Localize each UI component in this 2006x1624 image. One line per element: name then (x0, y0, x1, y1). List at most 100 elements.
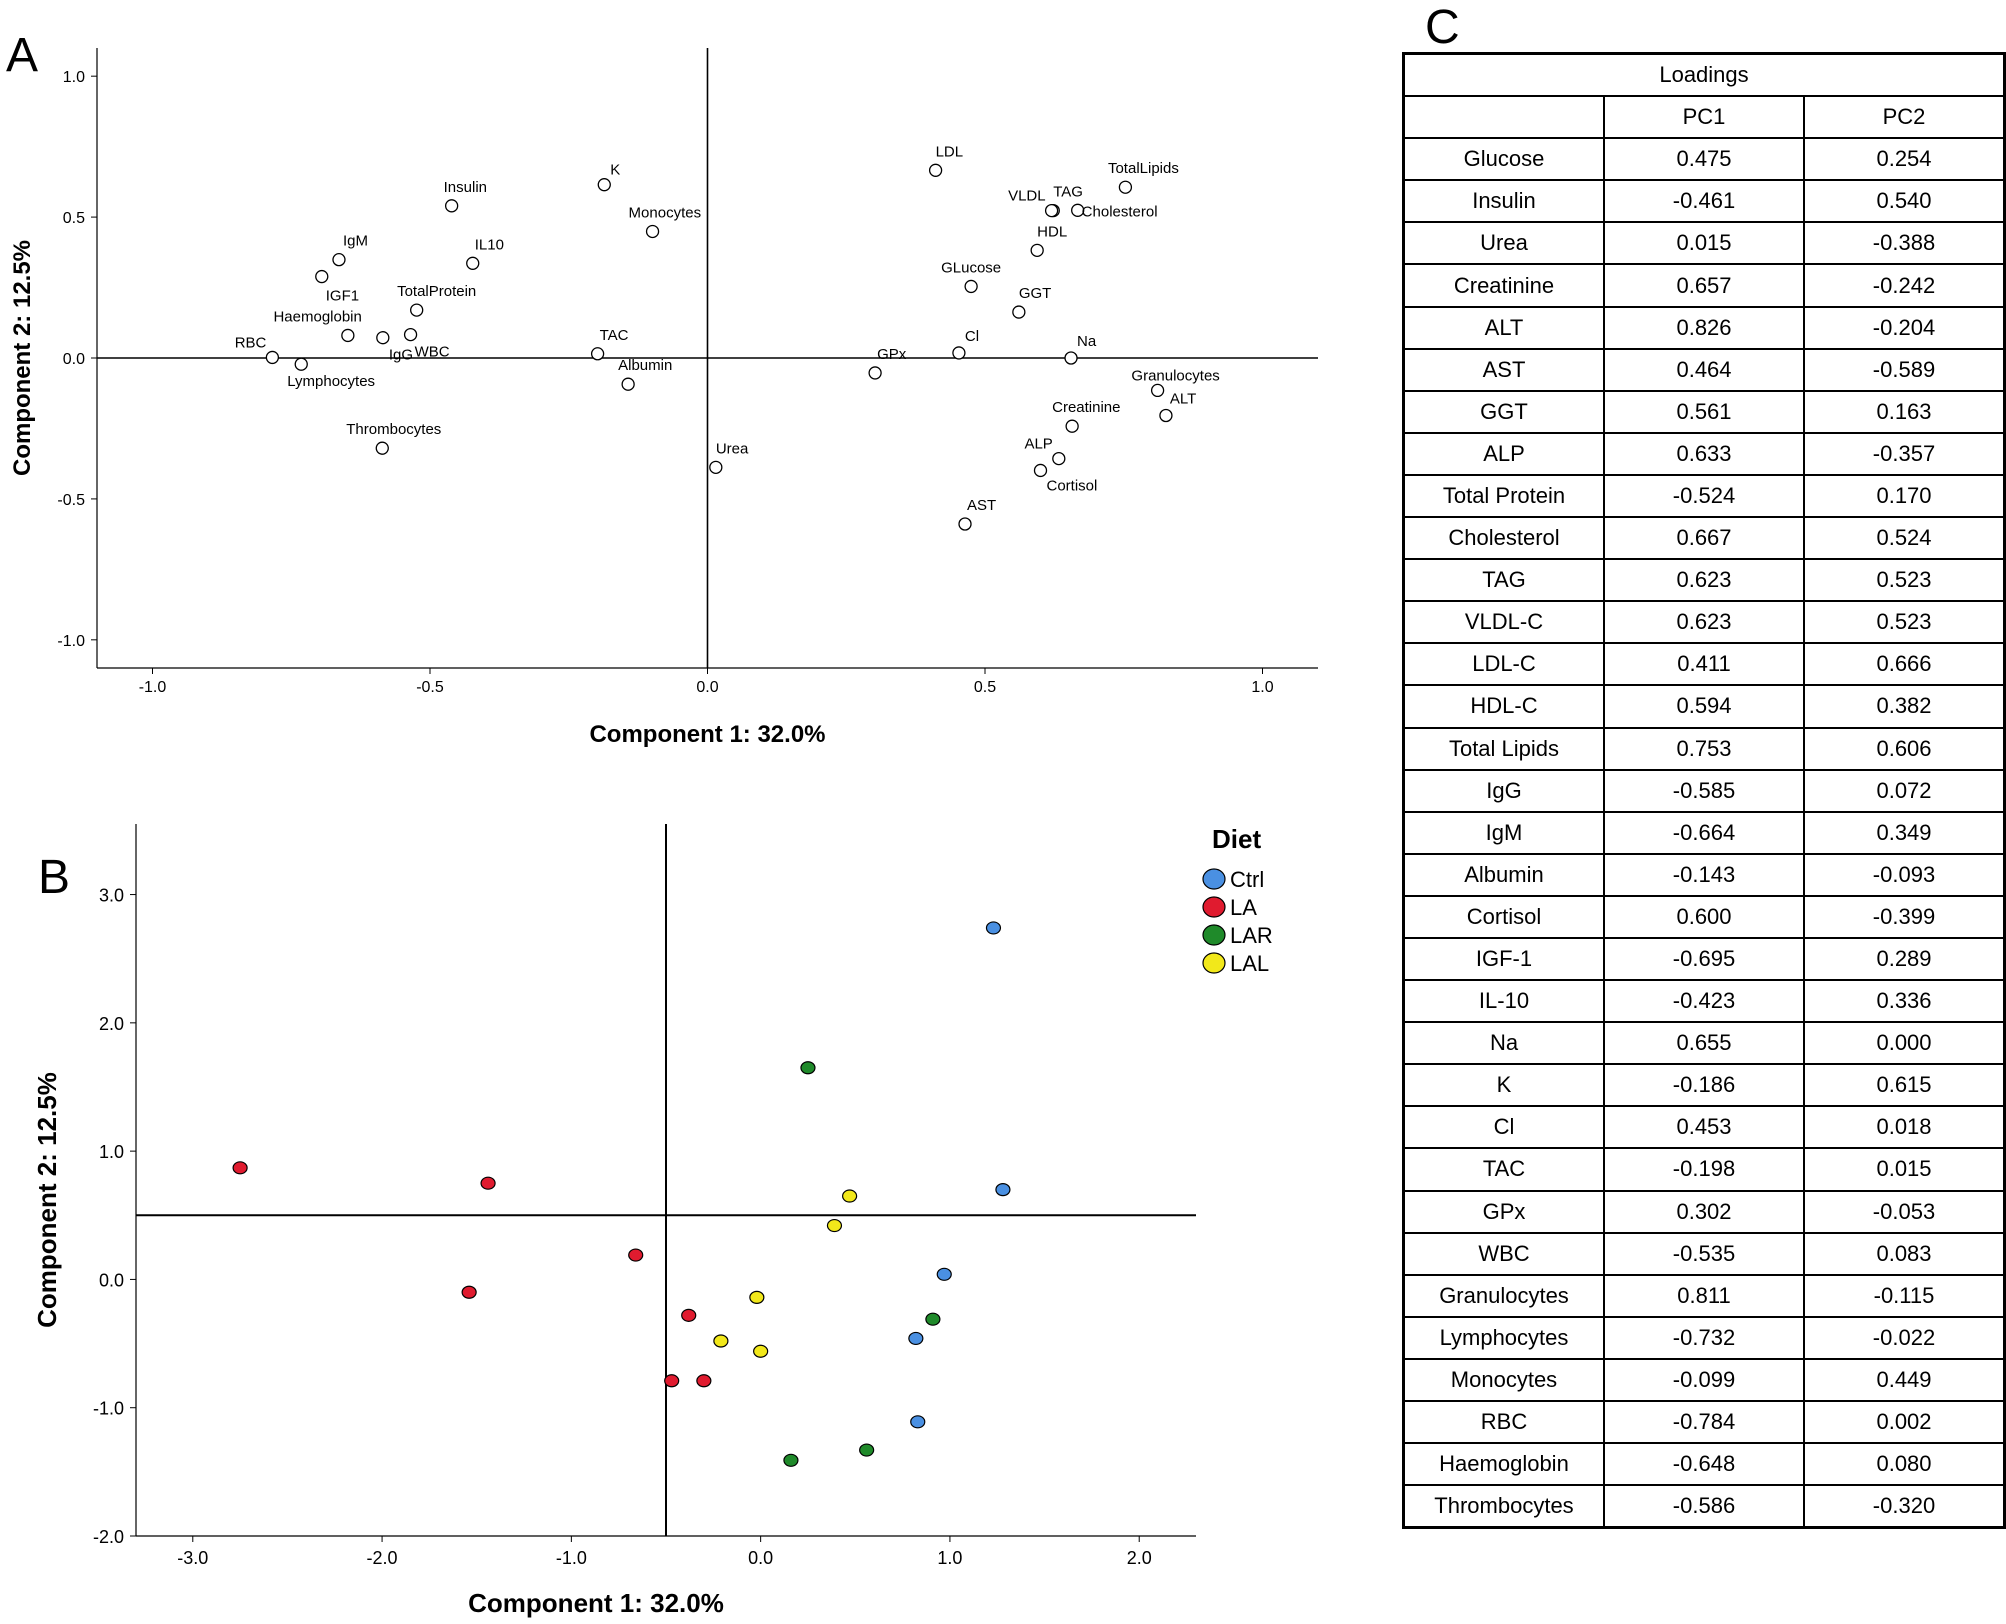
loading-label: RBC (235, 334, 267, 351)
table-cell: 0.600 (1603, 894, 1805, 939)
score-point-ctrl (936, 1267, 952, 1281)
loading-point (1065, 419, 1079, 433)
legend-label: LAL (1230, 951, 1269, 976)
table-row: AST 0.464 -0.589 (1402, 347, 2006, 392)
table-cell: 0.072 (1803, 768, 2006, 813)
table-cell: 0.336 (1803, 979, 2006, 1024)
loading-label: GLucose (941, 259, 1001, 276)
table-row: Albumin -0.143 -0.093 (1402, 852, 2006, 897)
legend-marker-la (1202, 896, 1226, 918)
score-point-ctrl (985, 921, 1002, 935)
table-title-row: Loadings (1402, 52, 2006, 98)
y-tick-label: 2.0 (99, 1014, 124, 1034)
score-point-la (628, 1248, 644, 1262)
table-cell: -0.695 (1603, 936, 1805, 982)
loading-point (597, 178, 611, 192)
table-cell: -0.186 (1603, 1063, 1805, 1108)
y-tick-label: 3.0 (99, 886, 124, 906)
legend-marker-ctrl (1202, 868, 1226, 890)
table-row: Glucose 0.475 0.254 (1402, 137, 2006, 182)
table-cell: 0.826 (1603, 305, 1805, 350)
score-plot: -3.0 -2.0 -1.0 0.0 1.0 2.0 3.0 2.0 1.0 0.0 -1.0 -2.… (32, 824, 1273, 1618)
loading-label: TAG (1053, 184, 1083, 201)
table-cell: 0.623 (1603, 558, 1805, 603)
table-cell: 0.002 (1803, 1399, 2006, 1445)
table-cell: Total Protein (1402, 473, 1605, 519)
table-cell: 0.606 (1803, 726, 2006, 771)
loading-point (294, 357, 308, 371)
score-point-ctrl (910, 1415, 926, 1429)
table-cell: Creatinine (1402, 263, 1605, 308)
legend-marker-lal (1202, 952, 1226, 974)
table-row: ALT 0.826 -0.204 (1402, 305, 2006, 350)
table-row: Granulocytes 0.811 -0.115 (1402, 1273, 2006, 1318)
table-cell: -0.198 (1603, 1147, 1805, 1192)
table-row: Thrombocytes -0.586 -0.320 (1402, 1484, 2006, 1529)
table-cell: Monocytes (1402, 1357, 1605, 1403)
table-cell: 0.623 (1603, 600, 1805, 645)
table-cell: 0.667 (1603, 516, 1805, 561)
score-point-lar (859, 1443, 875, 1457)
loading-point (375, 441, 389, 455)
score-point-la (664, 1374, 680, 1388)
table-cell: Cholesterol (1402, 516, 1605, 561)
loading-plot: -1.0 -0.5 0.0 0.5 1.0 1.0 0.5 0.0 -0.5 -1.0 Compon… (9, 48, 1318, 748)
loading-point (868, 366, 882, 380)
table-cell: Thrombocytes (1402, 1484, 1605, 1529)
loading-point (1052, 451, 1066, 466)
table-cell: TAC (1402, 1147, 1605, 1192)
x-tick-label: 0.0 (696, 679, 718, 696)
table-header-row: PC1 PC2 (1402, 95, 2006, 140)
table-cell: -0.585 (1603, 768, 1805, 813)
panel-label-b: B (38, 851, 71, 904)
loading-label: K (610, 162, 620, 179)
table-cell: 0.594 (1603, 684, 1805, 729)
loading-label: WBC (415, 344, 450, 361)
table-cell: 0.666 (1803, 642, 2006, 687)
table-cell: Urea (1402, 221, 1605, 266)
loading-label: LDL (936, 143, 964, 160)
table-cell: -0.535 (1603, 1231, 1805, 1276)
table-cell: K (1402, 1063, 1605, 1108)
table-cell: IgG (1402, 768, 1605, 813)
loading-point (341, 328, 355, 343)
table-cell: 0.464 (1603, 347, 1805, 392)
table-row: Urea 0.015 -0.388 (1402, 221, 2006, 266)
loading-label: Granulocytes (1131, 367, 1219, 384)
loading-label: Na (1077, 333, 1097, 350)
loading-point (590, 347, 605, 361)
panel-label-c: C (1425, 1, 1460, 54)
table-cell: 0.811 (1603, 1273, 1805, 1318)
table-cell: RBC (1402, 1399, 1605, 1445)
x-tick-label: 0.0 (748, 1548, 773, 1568)
table-row: TAC -0.198 0.015 (1402, 1147, 2006, 1192)
loading-point (964, 279, 978, 294)
y-tick-label: -2.0 (93, 1527, 124, 1547)
loading-label: Haemoglobin (273, 308, 361, 325)
table-cell: -0.589 (1803, 347, 2006, 392)
score-point-la (480, 1176, 496, 1190)
table-row: Cholesterol 0.667 0.524 (1402, 516, 2006, 561)
table-row: Lymphocytes -0.732 -0.022 (1402, 1315, 2006, 1360)
loading-point (376, 331, 390, 345)
legend-label: LAR (1230, 923, 1273, 948)
table-cell: 0.475 (1603, 137, 1805, 182)
table-cell: Glucose (1402, 137, 1605, 182)
loading-point (466, 256, 480, 270)
score-point-ctrl (995, 1183, 1011, 1197)
table-cell: 0.015 (1803, 1147, 2006, 1192)
table-cell: Na (1402, 1021, 1605, 1066)
table-row: Cl 0.453 0.018 (1402, 1105, 2006, 1150)
y-tick-label: 0.0 (63, 351, 85, 368)
table-cell: -0.732 (1603, 1315, 1805, 1360)
score-point-lal (713, 1334, 729, 1348)
legend-label: LA (1230, 895, 1257, 920)
table-cell: 0.411 (1603, 642, 1805, 687)
panel-label-a: A (6, 29, 39, 82)
score-point-lal (749, 1290, 765, 1304)
table-cell: GGT (1402, 389, 1605, 434)
loading-label: ALT (1170, 390, 1196, 407)
loading-point (1030, 243, 1044, 257)
table-cell: 0.018 (1803, 1105, 2006, 1150)
y-tick-label: -1.0 (57, 633, 85, 650)
